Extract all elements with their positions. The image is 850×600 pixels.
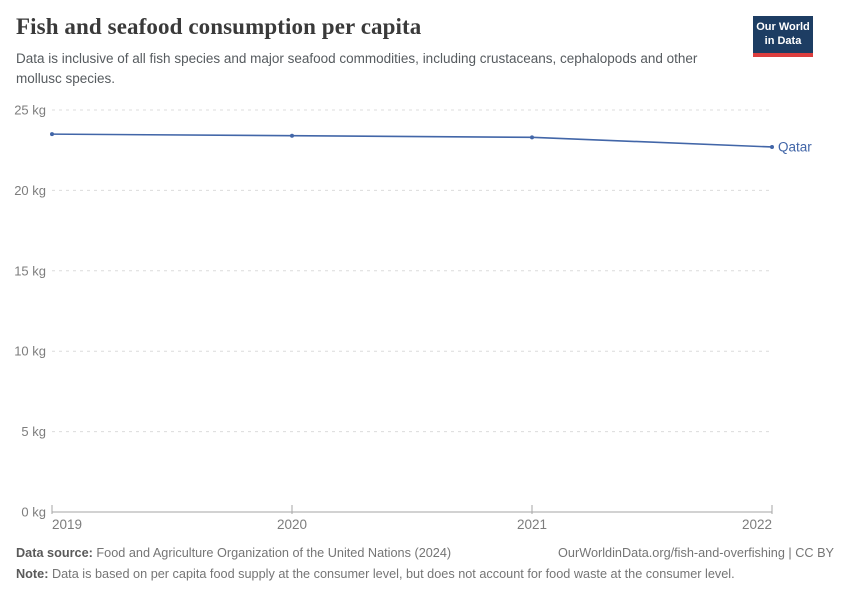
x-tick-label: 2020 xyxy=(277,517,307,532)
note-line: Note: Data is based on per capita food s… xyxy=(16,567,735,581)
owid-logo-line1: Our World xyxy=(756,21,810,33)
series-line[interactable] xyxy=(51,133,773,148)
y-tick-label: 0 kg xyxy=(21,505,46,520)
page-title: Fish and seafood consumption per capita xyxy=(16,14,422,39)
note-label: Note: xyxy=(16,566,49,581)
owid-logo-line2: in Data xyxy=(764,34,802,47)
y-tick-label: 25 kg xyxy=(14,103,46,118)
data-source-label: Data source: xyxy=(16,546,93,560)
chart-footer: Data source: Food and Agriculture Organi… xyxy=(16,543,834,585)
data-point[interactable] xyxy=(530,135,534,140)
data-source-line: Data source: Food and Agriculture Organi… xyxy=(16,543,451,564)
owid-logo[interactable]: Our World in Data xyxy=(753,16,813,57)
y-tick-label: 15 kg xyxy=(14,263,46,278)
y-tick-label: 20 kg xyxy=(14,183,46,198)
x-tick-label: 2022 xyxy=(742,517,772,532)
chart-header: Fish and seafood consumption per capita … xyxy=(16,14,834,88)
y-tick-label: 5 kg xyxy=(21,424,46,439)
x-tick-label: 2019 xyxy=(52,517,82,532)
data-source-text: Food and Agriculture Organization of the… xyxy=(92,546,452,560)
entity-label[interactable]: Qatar xyxy=(778,139,812,154)
y-tick-label: 10 kg xyxy=(14,344,46,359)
note-text: Data is based on per capita food supply … xyxy=(48,566,735,581)
owid-link[interactable]: OurWorldinData.org/fish-and-overfishing … xyxy=(558,546,834,560)
data-point[interactable] xyxy=(50,132,54,137)
data-point[interactable] xyxy=(290,133,294,138)
data-point[interactable] xyxy=(770,144,774,149)
chart-subtitle: Data is inclusive of all fish species an… xyxy=(16,51,698,86)
x-tick-label: 2021 xyxy=(517,517,547,532)
